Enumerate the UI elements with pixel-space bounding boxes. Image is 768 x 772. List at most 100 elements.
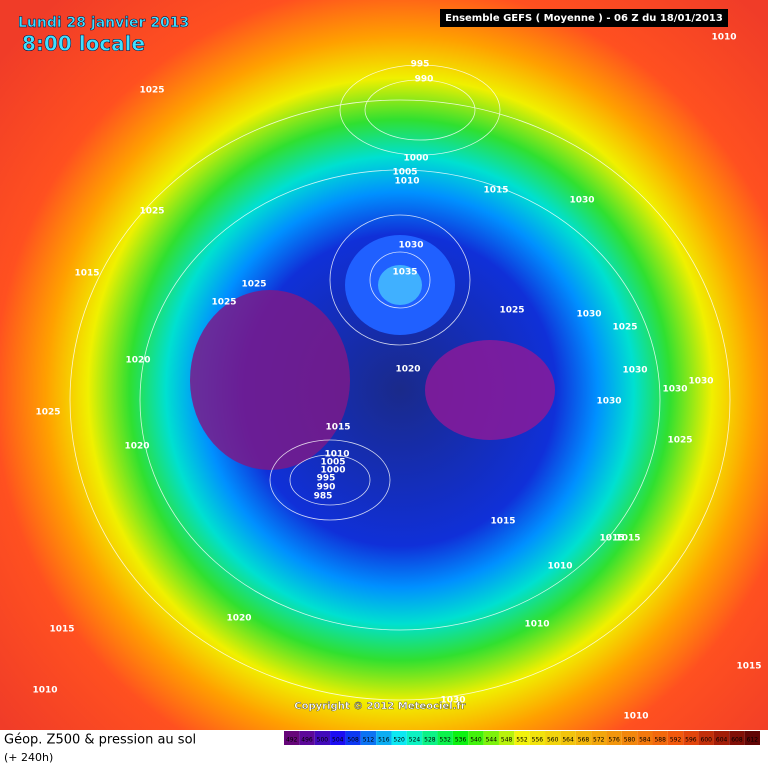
legend-swatch [284,731,300,745]
legend-swatch [698,731,714,745]
legend-swatch [452,731,469,745]
legend-label: 608 [731,737,743,744]
legend-label: 548 [501,737,513,744]
geopotential-field [0,0,768,730]
isobar-label: 995 [411,60,430,70]
legend-label: 540 [470,737,482,744]
legend-label: 604 [716,737,728,744]
legend-swatch [406,731,423,745]
legend-label: 492 [286,737,298,744]
legend-swatch [560,731,576,745]
legend-swatch [652,731,668,745]
legend-label: 564 [562,737,574,744]
isobar-label: 1005 [320,458,345,468]
copyright: Copyright © 2012 Meteociel.fr [294,701,465,712]
isobar-label: 1025 [139,207,164,217]
isobar-label: 1015 [736,662,761,672]
isobar-label: 1010 [547,562,572,572]
isobar-label: 1020 [395,365,420,375]
legend-label: 512 [363,737,375,744]
isobar-label: 990 [415,75,434,85]
legend-swatch [299,731,315,745]
isobar-label: 1010 [711,33,736,43]
isobar-label: 985 [314,492,333,502]
legend-label: 500 [317,737,329,744]
legend-swatch [667,731,684,745]
isobars [69,64,731,701]
isobar-label: 1030 [398,241,423,251]
isobar-label: 1025 [612,323,637,333]
isobar-label: 1010 [32,686,57,696]
legend-swatch [729,731,745,745]
model-info: Ensemble GEFS ( Moyenne ) - 06 Z du 18/0… [445,13,723,24]
isobar-label: 1025 [241,280,266,290]
legend-swatch [575,731,592,745]
legend-label: 496 [301,737,313,744]
isobar-label: 1015 [74,269,99,279]
model-box [440,9,728,27]
date: Lundi 28 janvier 2013 [18,15,189,31]
legend-swatch [606,731,622,745]
legend-label: 544 [486,737,498,744]
legend-label: 552 [516,737,528,744]
legend-swatch [314,731,331,745]
isobar-label: 1010 [623,712,648,722]
legend-swatch [591,731,607,745]
legend-swatch [498,731,515,745]
legend-label: 532 [439,737,451,744]
low-area [425,340,555,440]
isobar-label: 1030 [576,310,601,320]
isobar-label: 1035 [392,268,417,278]
legend-swatch [744,731,760,745]
isobar-label: 1010 [394,177,419,187]
legend-swatch [422,731,438,745]
isobar-label: 1015 [599,534,624,544]
isobar-label: 1000 [320,466,345,476]
legend-label: 524 [409,737,421,744]
legend-label: 528 [424,737,436,744]
legend-swatch [391,731,407,745]
legend-label: 536 [455,737,467,744]
legend-label: 612 [747,737,759,744]
legend-swatch [345,731,361,745]
time: 8:00 locale [22,32,145,56]
legend-swatch [621,731,638,745]
isobar-label: 1030 [440,696,465,706]
legend-label: 572 [593,737,605,744]
footer-title: Géop. Z500 & pression au sol [4,733,196,748]
legend-label: 596 [685,737,697,744]
legend-label: 588 [654,737,666,744]
isobar-label: 1020 [124,442,149,452]
footer-subtitle: (+ 240h) [4,751,53,764]
isobar-label: 1025 [211,298,236,308]
isobar-label: 995 [317,474,336,484]
isobar-label: 1000 [403,154,428,164]
isobar-label: 1015 [325,423,350,433]
legend-label: 504 [332,737,344,744]
isobar-label: 1015 [483,186,508,196]
legend-swatch [360,731,377,745]
legend-swatch [683,731,699,745]
isobar-label: 1015 [490,517,515,527]
legend-swatch [330,731,346,745]
legend-swatch [713,731,730,745]
legend-label: 516 [378,737,390,744]
isobar-label: 1015 [615,534,640,544]
legend-label: 600 [701,737,713,744]
isobar-label: 1025 [499,306,524,316]
isobar-label: 1005 [392,168,417,178]
legend-label: 556 [532,737,544,744]
legend-label: 520 [393,737,405,744]
isobar-label: 990 [317,483,336,493]
legend-label: 568 [578,737,590,744]
isobar-label: 1025 [35,408,60,418]
legend-label: 508 [347,737,359,744]
isobar-label: 1020 [125,356,150,366]
legend-swatch [514,731,530,745]
isobar-label: 1030 [662,385,687,395]
legend-label: 584 [639,737,651,744]
legend-label: 560 [547,737,559,744]
isobar-label: 1020 [226,614,251,624]
legend-swatch [483,731,499,745]
